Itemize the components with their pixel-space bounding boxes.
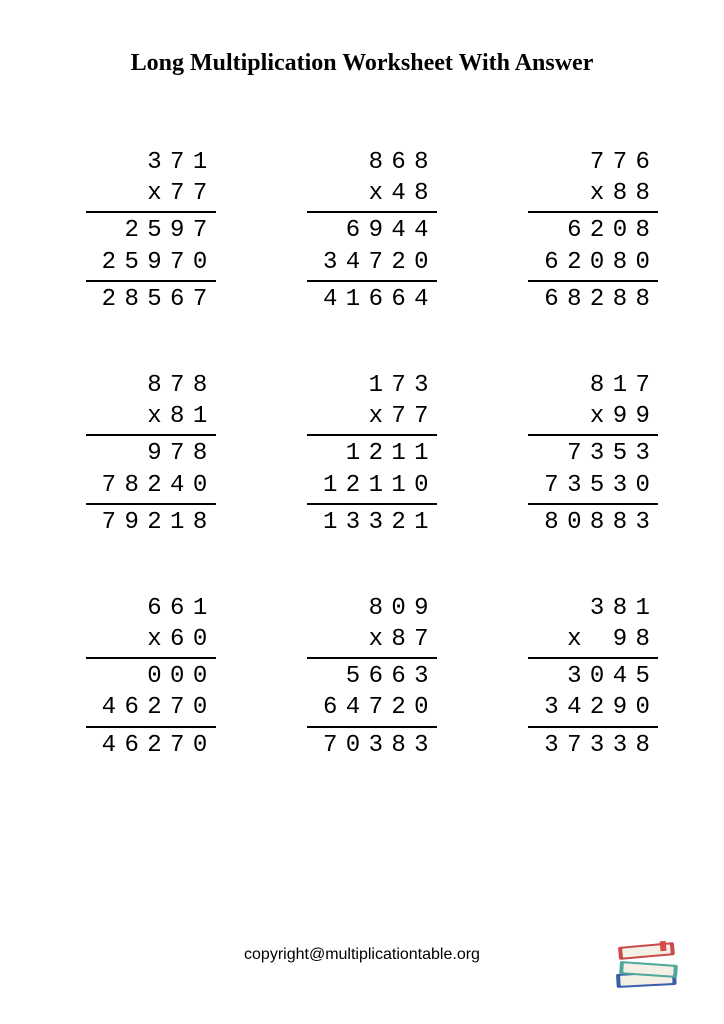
rule [528,657,658,659]
partial-1: 3045 [508,661,658,692]
answer: 37338 [508,730,658,761]
rule [528,434,658,436]
rule [528,503,658,505]
answer: 13321 [287,507,437,538]
answer: 79218 [66,507,216,538]
partial-2: 46270 [66,692,216,723]
partial-1: 2597 [66,215,216,246]
rule [307,503,437,505]
partial-1: 000 [66,661,216,692]
answer: 28567 [66,284,216,315]
answer: 70383 [287,730,437,761]
problem: 776 x88 6208 62080 68288 [503,147,664,315]
partial-2: 25970 [66,247,216,278]
rule [528,280,658,282]
multiplicand: 878 [66,370,216,401]
rule [86,211,216,213]
rule [528,726,658,728]
page-title: Long Multiplication Worksheet With Answe… [50,50,674,77]
problem: 809 x87 5663 64720 70383 [281,593,442,761]
multiplier: x77 [287,401,437,432]
partial-2: 62080 [508,247,658,278]
partial-1: 5663 [287,661,437,692]
multiplicand: 371 [66,147,216,178]
multiplicand: 776 [508,147,658,178]
answer: 46270 [66,730,216,761]
multiplicand: 809 [287,593,437,624]
partial-2: 12110 [287,470,437,501]
multiplier: x81 [66,401,216,432]
rule [86,503,216,505]
problem: 661 x60 000 46270 46270 [60,593,221,761]
books-icon [614,939,684,994]
problem: 878 x81 978 78240 79218 [60,370,221,538]
rule [86,434,216,436]
answer: 41664 [287,284,437,315]
partial-1: 6208 [508,215,658,246]
partial-1: 1211 [287,438,437,469]
rule [307,657,437,659]
rule [307,434,437,436]
multiplicand: 381 [508,593,658,624]
problem: 381 x 98 3045 34290 37338 [503,593,664,761]
rule [86,726,216,728]
multiplier: x99 [508,401,658,432]
problem: 371 x77 2597 25970 28567 [60,147,221,315]
rule [86,280,216,282]
rule [307,726,437,728]
multiplicand: 661 [66,593,216,624]
problem: 868 x48 6944 34720 41664 [281,147,442,315]
multiplicand: 868 [287,147,437,178]
rule [86,657,216,659]
multiplier: x60 [66,624,216,655]
partial-2: 34290 [508,692,658,723]
partial-2: 73530 [508,470,658,501]
multiplier: x87 [287,624,437,655]
rule [307,211,437,213]
partial-1: 7353 [508,438,658,469]
partial-1: 978 [66,438,216,469]
multiplicand: 173 [287,370,437,401]
problem-grid: 371 x77 2597 25970 28567 868 x48 6944 34… [50,147,674,761]
multiplier: x 98 [508,624,658,655]
answer: 80883 [508,507,658,538]
partial-2: 34720 [287,247,437,278]
problem: 817 x99 7353 73530 80883 [503,370,664,538]
multiplier: x77 [66,178,216,209]
partial-1: 6944 [287,215,437,246]
multiplier: x88 [508,178,658,209]
partial-2: 78240 [66,470,216,501]
answer: 68288 [508,284,658,315]
multiplier: x48 [287,178,437,209]
rule [528,211,658,213]
rule [307,280,437,282]
partial-2: 64720 [287,692,437,723]
multiplicand: 817 [508,370,658,401]
problem: 173 x77 1211 12110 13321 [281,370,442,538]
